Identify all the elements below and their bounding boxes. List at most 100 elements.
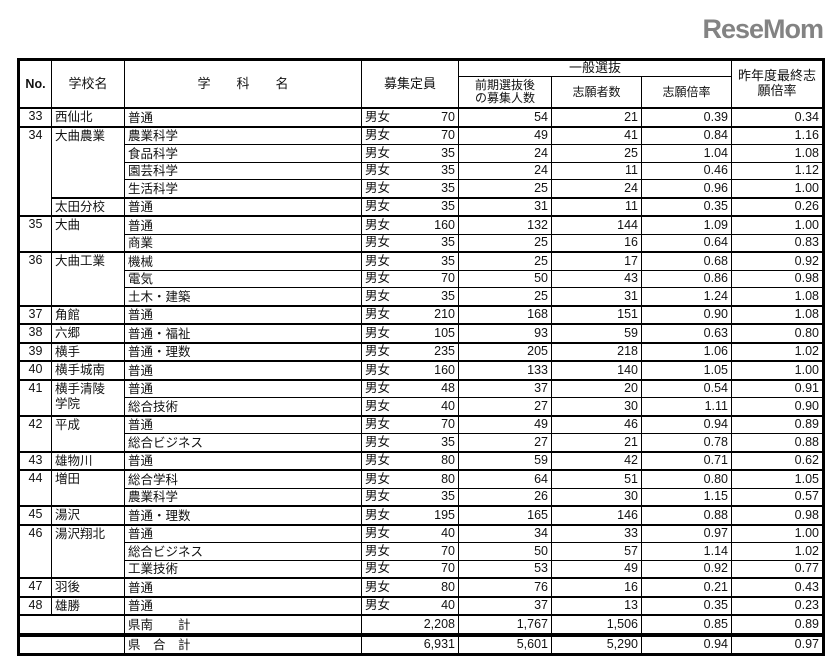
school-name-text: 大曲農業 (55, 127, 106, 143)
table-row: 37 角館 普通 男女 210 168 151 0.90 1.08 (18, 304, 824, 324)
table-row: 46 湯沢翔北 普通 男女 40 34 33 0.97 1.00 (18, 523, 824, 578)
applicant-count: 46 (551, 414, 642, 434)
school-name: 大曲農業 (51, 125, 125, 198)
subject-name: 機械 (124, 251, 362, 270)
capacity-cell: 男女 40 (361, 397, 459, 416)
capacity-cell: 男女 35 (361, 196, 459, 216)
school-name-text: 増田 (55, 471, 81, 486)
subject-name: 総合ビジネス (124, 542, 362, 560)
school-name-text: 羽後 (55, 579, 81, 594)
capacity-cell: 男女 48 (361, 378, 459, 398)
last-year-ratio: 0.34 (731, 107, 824, 127)
subject-name: 普通 (124, 577, 362, 597)
gender-label: 男女 (365, 417, 391, 432)
table-row: 42 平成 普通 男女 70 49 46 0.94 0.89 (18, 414, 824, 452)
capacity-value: 210 (434, 307, 455, 322)
application-ratio: 0.88 (641, 505, 732, 525)
applicant-count: 51 (551, 469, 642, 488)
capacity-cell: 男女 35 (361, 179, 459, 198)
total-last-year-ratio: 0.97 (731, 632, 824, 655)
last-year-ratio: 1.02 (731, 542, 824, 560)
capacity-cell: 男女 210 (361, 304, 459, 324)
school-name-text: 大曲 (55, 217, 81, 232)
header-applicants: 志願者数 (551, 76, 642, 109)
table-row: 40 横手城南 普通 男女 160 133 140 1.05 1.00 (18, 360, 824, 380)
capacity-cell: 男女 35 (361, 233, 459, 252)
last-year-ratio: 0.91 (731, 378, 824, 398)
gender-label: 男女 (365, 180, 391, 195)
gender-label: 男女 (365, 307, 391, 322)
last-year-ratio: 1.00 (731, 215, 824, 234)
total-after-early: 5,601 (458, 632, 552, 655)
table-row: 38 六郷 普通・福祉 男女 105 93 59 0.63 0.80 (18, 323, 824, 343)
table-row: 35 大曲 普通 男女 160 132 144 1.09 1.00 (18, 215, 824, 252)
capacity-value: 105 (434, 325, 455, 340)
gender-label: 男女 (365, 163, 391, 178)
applicant-count: 33 (551, 523, 642, 543)
gender-label: 男女 (365, 145, 391, 160)
application-ratio: 1.09 (641, 215, 732, 234)
subject-name: 総合技術 (124, 397, 362, 416)
last-year-ratio: 0.43 (731, 577, 824, 597)
total-label: 県南 計 (124, 614, 362, 635)
gender-label: 男女 (365, 489, 391, 504)
last-year-ratio: 0.80 (731, 323, 824, 343)
last-year-ratio: 1.08 (731, 304, 824, 324)
table-row: 工業技術 男女 70 53 49 0.92 0.77 (19, 559, 824, 578)
application-ratio: 0.71 (641, 450, 732, 470)
total-row: 県 合 計 6,931 5,601 5,290 0.94 0.97 (18, 632, 824, 655)
school-name: 羽後 (51, 577, 125, 597)
empty-cell (18, 632, 125, 655)
subject-name: 普通 (124, 523, 362, 543)
gender-label: 男女 (365, 128, 391, 143)
after-early-count: 49 (458, 414, 552, 434)
after-early-count: 50 (458, 269, 552, 288)
after-early-count: 132 (458, 215, 552, 234)
table-row: 農業科学 男女 35 26 30 1.15 0.57 (19, 487, 824, 506)
subject-name: 普通 (124, 378, 362, 398)
last-year-ratio: 0.92 (731, 251, 824, 270)
application-ratio: 0.54 (641, 378, 732, 398)
after-early-count: 49 (458, 125, 552, 145)
applicant-count: 11 (551, 196, 642, 216)
school-name-text: 横手 (55, 343, 81, 359)
capacity-value: 35 (441, 145, 455, 160)
school-name: 太田分校 (51, 196, 125, 216)
table-row: 48 雄勝 普通 男女 40 37 13 0.35 0.23 (18, 595, 824, 615)
after-early-count: 133 (458, 360, 552, 380)
school-number: 44 (18, 469, 52, 506)
capacity-value: 70 (441, 128, 455, 143)
capacity-cell: 男女 80 (361, 450, 459, 470)
capacity-cell: 男女 35 (361, 487, 459, 506)
capacity-value: 80 (441, 453, 455, 468)
school-number: 37 (18, 304, 52, 324)
school-number: 46 (18, 523, 52, 578)
applicant-count: 20 (551, 378, 642, 398)
last-year-ratio: 0.89 (731, 414, 824, 434)
table-row: 食品科学 男女 35 24 25 1.04 1.08 (19, 144, 824, 162)
subject-name: 普通 (124, 107, 362, 127)
capacity-cell: 男女 35 (361, 161, 459, 180)
school-number: 47 (18, 577, 52, 597)
capacity-value: 40 (441, 526, 455, 541)
subject-name: 普通 (124, 595, 362, 615)
capacity-value: 70 (441, 271, 455, 286)
table-row: 太田分校 普通 男女 35 31 11 0.35 0.26 (19, 196, 824, 216)
after-early-count: 25 (458, 287, 552, 306)
table-row: 44 増田 総合学科 男女 80 64 51 0.80 1.05 (18, 469, 824, 506)
gender-label: 男女 (365, 507, 391, 522)
subject-name: 普通 (124, 196, 362, 216)
applicant-count: 31 (551, 287, 642, 306)
capacity-cell: 男女 40 (361, 523, 459, 543)
total-after-early: 1,767 (458, 614, 552, 635)
applicant-count: 17 (551, 251, 642, 270)
school-number: 36 (18, 251, 52, 306)
applicant-count: 42 (551, 450, 642, 470)
table-row: 総合技術 男女 40 27 30 1.11 0.90 (19, 397, 824, 416)
applicant-count: 41 (551, 125, 642, 145)
header-last-year-label: 昨年度最終志願倍率 (737, 69, 816, 99)
last-year-ratio: 0.83 (731, 233, 824, 252)
application-ratio: 1.14 (641, 542, 732, 560)
table-row: 園芸科学 男女 35 24 11 0.46 1.12 (19, 161, 824, 180)
applicant-count: 21 (551, 107, 642, 127)
